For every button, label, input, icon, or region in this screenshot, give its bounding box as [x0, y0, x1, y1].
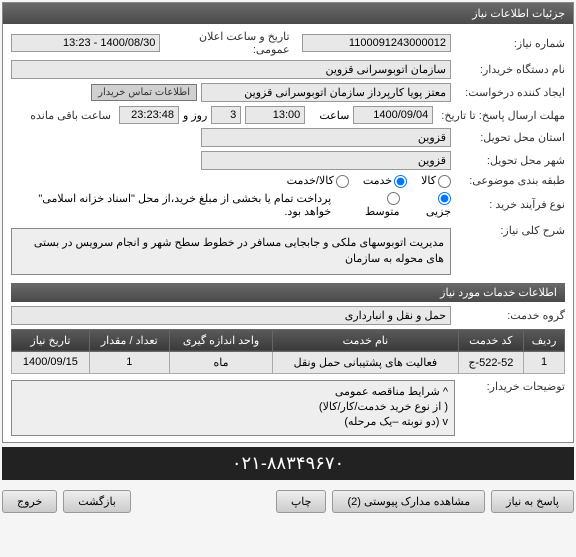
time-label-1: ساعت	[309, 109, 349, 122]
contact-info-button[interactable]: اطلاعات تماس خریدار	[91, 84, 197, 101]
td-code: 522-52-ج	[458, 351, 524, 373]
class-label: طبقه بندی موضوعی:	[455, 174, 565, 187]
buyer-org-value: سازمان اتوبوسرانی قزوین	[11, 60, 451, 79]
services-table: ردیف کد خدمت نام خدمت واحد اندازه گیری ت…	[11, 329, 565, 374]
class-khadamat-radio[interactable]	[394, 175, 407, 188]
action-bar: پاسخ به نیاز مشاهده مدارک پیوستی (2) چاپ…	[0, 484, 576, 519]
remaining-time: 23:23:48	[119, 106, 179, 124]
th-row: ردیف	[524, 329, 565, 351]
respond-button[interactable]: پاسخ به نیاز	[491, 490, 574, 513]
class-kala[interactable]: کالا	[421, 174, 451, 188]
fund-motavaset[interactable]: متوسط	[353, 192, 399, 218]
print-button[interactable]: چاپ	[276, 490, 327, 513]
th-code: کد خدمت	[458, 329, 524, 351]
class-kala-radio[interactable]	[438, 175, 451, 188]
need-details-panel: جزئیات اطلاعات نیاز شماره نیاز: 11000912…	[2, 2, 574, 443]
remaining-label: ساعت باقی مانده	[30, 109, 111, 122]
fund-label: نوع فرآیند خرید :	[455, 198, 565, 211]
requester-label: ایجاد کننده درخواست:	[455, 86, 565, 99]
class-khadamat[interactable]: خدمت	[363, 174, 407, 188]
group-value: حمل و نقل و انبارداری	[11, 306, 451, 325]
deadline-time: 13:00	[245, 106, 305, 124]
th-name: نام خدمت	[273, 329, 458, 351]
general-desc-box: مدیریت اتوبوسهای ملکی و جابجایی مسافر در…	[11, 228, 451, 275]
table-header-row: ردیف کد خدمت نام خدمت واحد اندازه گیری ت…	[12, 329, 565, 351]
buyer-note-line: ^ شرایط مناقصه عمومی	[18, 385, 448, 400]
city-value: قزوین	[201, 151, 451, 170]
attachments-button[interactable]: مشاهده مدارک پیوستی (2)	[332, 490, 485, 513]
buyer-note-line: v (دو نوبته –یک مرحله)	[18, 415, 448, 430]
fund-jozi-radio[interactable]	[438, 192, 451, 205]
panel-body: شماره نیاز: 1100091243000012 تاریخ و ساع…	[3, 24, 573, 442]
fund-jozi[interactable]: جزیی	[414, 192, 451, 218]
need-no-value: 1100091243000012	[302, 34, 451, 52]
need-no-label: شماره نیاز:	[455, 37, 565, 50]
days-label: روز و	[183, 109, 207, 122]
back-button[interactable]: بازگشت	[63, 490, 131, 513]
fund-note: پرداخت تمام یا بخشی از مبلغ خرید،از محل …	[11, 192, 331, 218]
td-qty: 1	[89, 351, 169, 373]
td-name: فعالیت های پشتیبانی حمل ونقل	[273, 351, 458, 373]
td-row: 1	[524, 351, 565, 373]
buyer-org-label: نام دستگاه خریدار:	[455, 63, 565, 76]
td-unit: ماه	[169, 351, 273, 373]
days-value: 3	[211, 106, 241, 124]
panel-title: جزئیات اطلاعات نیاز	[3, 3, 573, 24]
city-label: شهر محل تحویل:	[455, 154, 565, 167]
info-header: اطلاعات خدمات مورد نیاز	[11, 283, 565, 302]
general-desc-label: شرح کلی نیاز:	[455, 224, 565, 237]
province-value: قزوین	[201, 128, 451, 147]
province-label: استان محل تحویل:	[455, 131, 565, 144]
th-qty: تعداد / مقدار	[89, 329, 169, 351]
exit-button[interactable]: خروج	[2, 490, 57, 513]
fund-motavaset-radio[interactable]	[387, 192, 400, 205]
td-date: 1400/09/15	[12, 351, 90, 373]
announce-label: تاریخ و ساعت اعلان عمومی:	[164, 30, 289, 56]
buyer-note-label: توضیحات خریدار:	[455, 380, 565, 436]
deadline-label: مهلت ارسال پاسخ: تا تاریخ:	[437, 109, 565, 122]
table-row: 1 522-52-ج فعالیت های پشتیبانی حمل ونقل …	[12, 351, 565, 373]
buyer-note-box: ^ شرایط مناقصه عمومی ( از نوع خرید خدمت/…	[11, 380, 455, 436]
phone-bar: ۰۲۱-۸۸۳۴۹۶۷۰	[2, 447, 574, 480]
deadline-date: 1400/09/04	[353, 106, 433, 124]
requester-value: معتز پویا کارپرداز سازمان اتوبوسرانی قزو…	[201, 83, 451, 102]
class-kala-khadamat-radio[interactable]	[336, 175, 349, 188]
group-label: گروه خدمت:	[455, 309, 565, 322]
buyer-note-line: ( از نوع خرید خدمت/کار/کالا)	[18, 400, 448, 415]
class-kala-khadamat[interactable]: کالا/خدمت	[287, 174, 349, 188]
th-date: تاریخ نیاز	[12, 329, 90, 351]
th-unit: واحد اندازه گیری	[169, 329, 273, 351]
announce-value: 1400/08/30 - 13:23	[11, 34, 160, 52]
